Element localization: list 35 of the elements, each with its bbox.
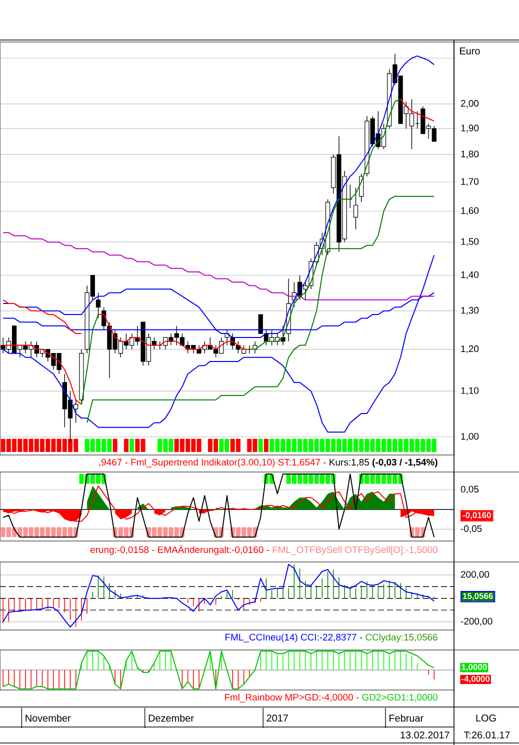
y-axis-title: Euro [460,48,480,54]
y-tick-label: -0,0160 [462,512,491,520]
text: GD2>GD1:1,0000 [362,694,438,702]
x-tick-label: November [26,714,71,722]
y-tick-label: -0,05 [460,525,482,534]
text: Fml_Rainbow MP>GD:-4,0000 - [225,694,359,702]
y-tick-label: 200,00 [460,570,490,579]
y-tick-label: 1,10 [461,387,479,396]
y-tick-label: 1,20 [461,345,479,354]
y-tick-label: 1,90 [461,124,479,132]
y-tick-label: 2,00 [460,100,479,108]
y-tick-label: 1,60 [461,207,479,216]
y-tick-label: 1,40 [461,271,479,280]
y-tick-label: 0,05 [460,486,479,494]
text: T:26.01.17 [464,731,510,739]
y-tick-label: 1,30 [461,306,479,315]
x-tick-label: Dezember [148,714,194,722]
text: erung:-0,0158 - EMAÄnderungalt:-0,0160 - [90,545,270,555]
y-tick-label: -200,00 [460,618,492,626]
y-tick-label: 1,80 [461,150,479,158]
text: CClyday:15,0566 [366,634,438,642]
x-tick-label: 2017 [266,714,288,722]
text: ,9467 - Fml_Supertrend Indikator(3.00,10) ST:1,6547 - [99,458,326,468]
y-tick-label: 1,70 [461,178,479,186]
text: FML_OTFBySell OTFBySell[O]:-1,5000 [272,546,438,555]
y-tick-label: 1,00 [461,432,479,441]
y-tick-label: 15,0566 [463,592,493,600]
text: 1,0000 [462,664,487,672]
x-tick-label: Februar [390,714,424,722]
y-tick-label: 1,50 [461,238,479,246]
text: Kurs:1,85 (-0,03 / -1,54%) [330,458,438,468]
text: 13.02.2017 [400,731,450,739]
text: FML_CCIneu(14) CCI:-22,8377 - [226,634,362,642]
text: -4,0000 [462,676,490,684]
text: LOG [476,714,496,722]
